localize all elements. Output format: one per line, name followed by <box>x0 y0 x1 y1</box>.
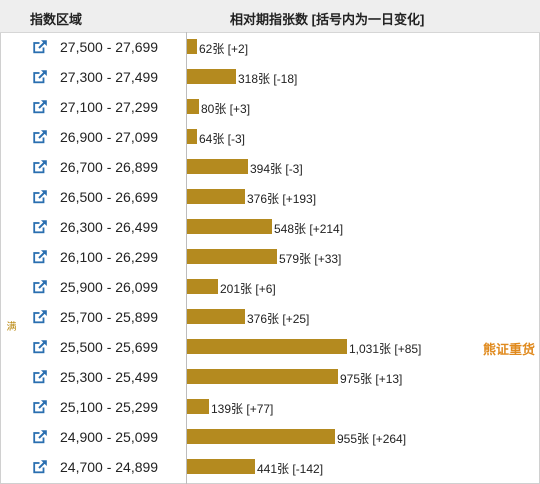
contracts-value-label: 579张 [+33] <box>279 252 342 266</box>
contracts-value-label: 394张 [-3] <box>250 162 303 176</box>
watermark-text: 熊证重货 <box>483 342 536 357</box>
index-range-label: 26,100 - 26,299 <box>60 249 159 265</box>
table-row: 25,500 - 25,699 1,031张 [+85] <box>0 332 540 362</box>
table-row: 27,100 - 27,299 80张 [+3] <box>0 92 540 122</box>
external-link-icon[interactable] <box>33 130 47 144</box>
external-link-icon[interactable] <box>33 100 47 114</box>
table-row: 26,300 - 26,499 548张 [+214] <box>0 212 540 242</box>
contracts-bar <box>187 159 248 174</box>
external-link-icon[interactable] <box>33 220 47 234</box>
table-row: 25,100 - 25,299 139张 [+77] <box>0 392 540 422</box>
contracts-bar <box>187 219 272 234</box>
table-row: 25,900 - 26,099 201张 [+6] <box>0 272 540 302</box>
index-range-label: 26,700 - 26,899 <box>60 159 159 175</box>
table-row: 25,700 - 25,899 376张 [+25] <box>0 302 540 332</box>
index-range-label: 26,900 - 27,099 <box>60 129 159 145</box>
index-range-header: 指数区域 <box>30 12 83 27</box>
index-range-label: 25,500 - 25,699 <box>60 339 159 355</box>
external-link-icon[interactable] <box>33 160 47 174</box>
contracts-value-label: 318张 [-18] <box>238 72 298 86</box>
index-range-label: 24,700 - 24,899 <box>60 459 159 475</box>
contracts-bar <box>187 99 199 114</box>
side-label: 满 <box>4 321 15 331</box>
contracts-bar <box>187 279 218 294</box>
external-link-icon[interactable] <box>33 460 47 474</box>
contracts-bar <box>187 459 255 474</box>
contracts-value-label: 376张 [+193] <box>247 192 317 206</box>
table-row: 25,300 - 25,499 975张 [+13] <box>0 362 540 392</box>
external-link-icon[interactable] <box>33 310 47 324</box>
contracts-bar <box>187 39 197 54</box>
table-row: 27,300 - 27,499 318张 [-18] <box>0 62 540 92</box>
index-range-label: 27,300 - 27,499 <box>60 69 159 85</box>
contracts-bar <box>187 399 209 414</box>
column-divider <box>186 32 187 484</box>
contracts-value-label: 139张 [+77] <box>211 402 274 416</box>
external-link-icon[interactable] <box>33 280 47 294</box>
contracts-value-label: 201张 [+6] <box>220 282 276 296</box>
contracts-value-label: 975张 [+13] <box>340 372 403 386</box>
index-range-label: 27,500 - 27,699 <box>60 39 159 55</box>
index-range-label: 26,500 - 26,699 <box>60 189 159 205</box>
external-link-icon[interactable] <box>33 340 47 354</box>
contracts-bar <box>187 69 236 84</box>
contracts-bar <box>187 189 245 204</box>
external-link-icon[interactable] <box>33 370 47 384</box>
index-range-label: 24,900 - 25,099 <box>60 429 159 445</box>
contracts-value-label: 376张 [+25] <box>247 312 310 326</box>
contracts-bar <box>187 369 338 384</box>
external-link-icon[interactable] <box>33 250 47 264</box>
external-link-icon[interactable] <box>33 70 47 84</box>
contracts-value-label: 548张 [+214] <box>274 222 344 236</box>
contracts-value-label: 80张 [+3] <box>201 102 251 116</box>
external-link-icon[interactable] <box>33 40 47 54</box>
index-range-label: 25,900 - 26,099 <box>60 279 159 295</box>
contracts-value-label: 955张 [+264] <box>337 432 407 446</box>
contracts-bar <box>187 309 245 324</box>
external-link-icon[interactable] <box>33 190 47 204</box>
contracts-bar <box>187 429 335 444</box>
contracts-bar <box>187 339 347 354</box>
contracts-header: 相对期指张数 [括号内为一日变化] <box>230 12 425 27</box>
table-row: 26,500 - 26,699 376张 [+193] <box>0 182 540 212</box>
index-range-label: 25,100 - 25,299 <box>60 399 159 415</box>
external-link-icon[interactable] <box>33 400 47 414</box>
contracts-value-label: 62张 [+2] <box>199 42 249 56</box>
table-row: 26,700 - 26,899 394张 [-3] <box>0 152 540 182</box>
contracts-value-label: 64张 [-3] <box>199 132 246 146</box>
table-row: 24,700 - 24,899 441张 [-142] <box>0 452 540 482</box>
table-row: 27,500 - 27,699 62张 [+2] <box>0 32 540 62</box>
external-link-icon[interactable] <box>33 430 47 444</box>
index-range-label: 27,100 - 27,299 <box>60 99 159 115</box>
index-range-label: 25,300 - 25,499 <box>60 369 159 385</box>
contracts-bar <box>187 129 197 144</box>
contracts-value-label: 441张 [-142] <box>257 462 324 476</box>
table-header: 指数区域 相对期指张数 [括号内为一日变化] <box>0 0 540 33</box>
contracts-bar <box>187 249 277 264</box>
contracts-value-label: 1,031张 [+85] <box>349 342 422 356</box>
table-row: 24,900 - 25,099 955张 [+264] <box>0 422 540 452</box>
index-range-label: 25,700 - 25,899 <box>60 309 159 325</box>
table-row: 26,100 - 26,299 579张 [+33] <box>0 242 540 272</box>
index-range-label: 26,300 - 26,499 <box>60 219 159 235</box>
table-row: 26,900 - 27,099 64张 [-3] <box>0 122 540 152</box>
